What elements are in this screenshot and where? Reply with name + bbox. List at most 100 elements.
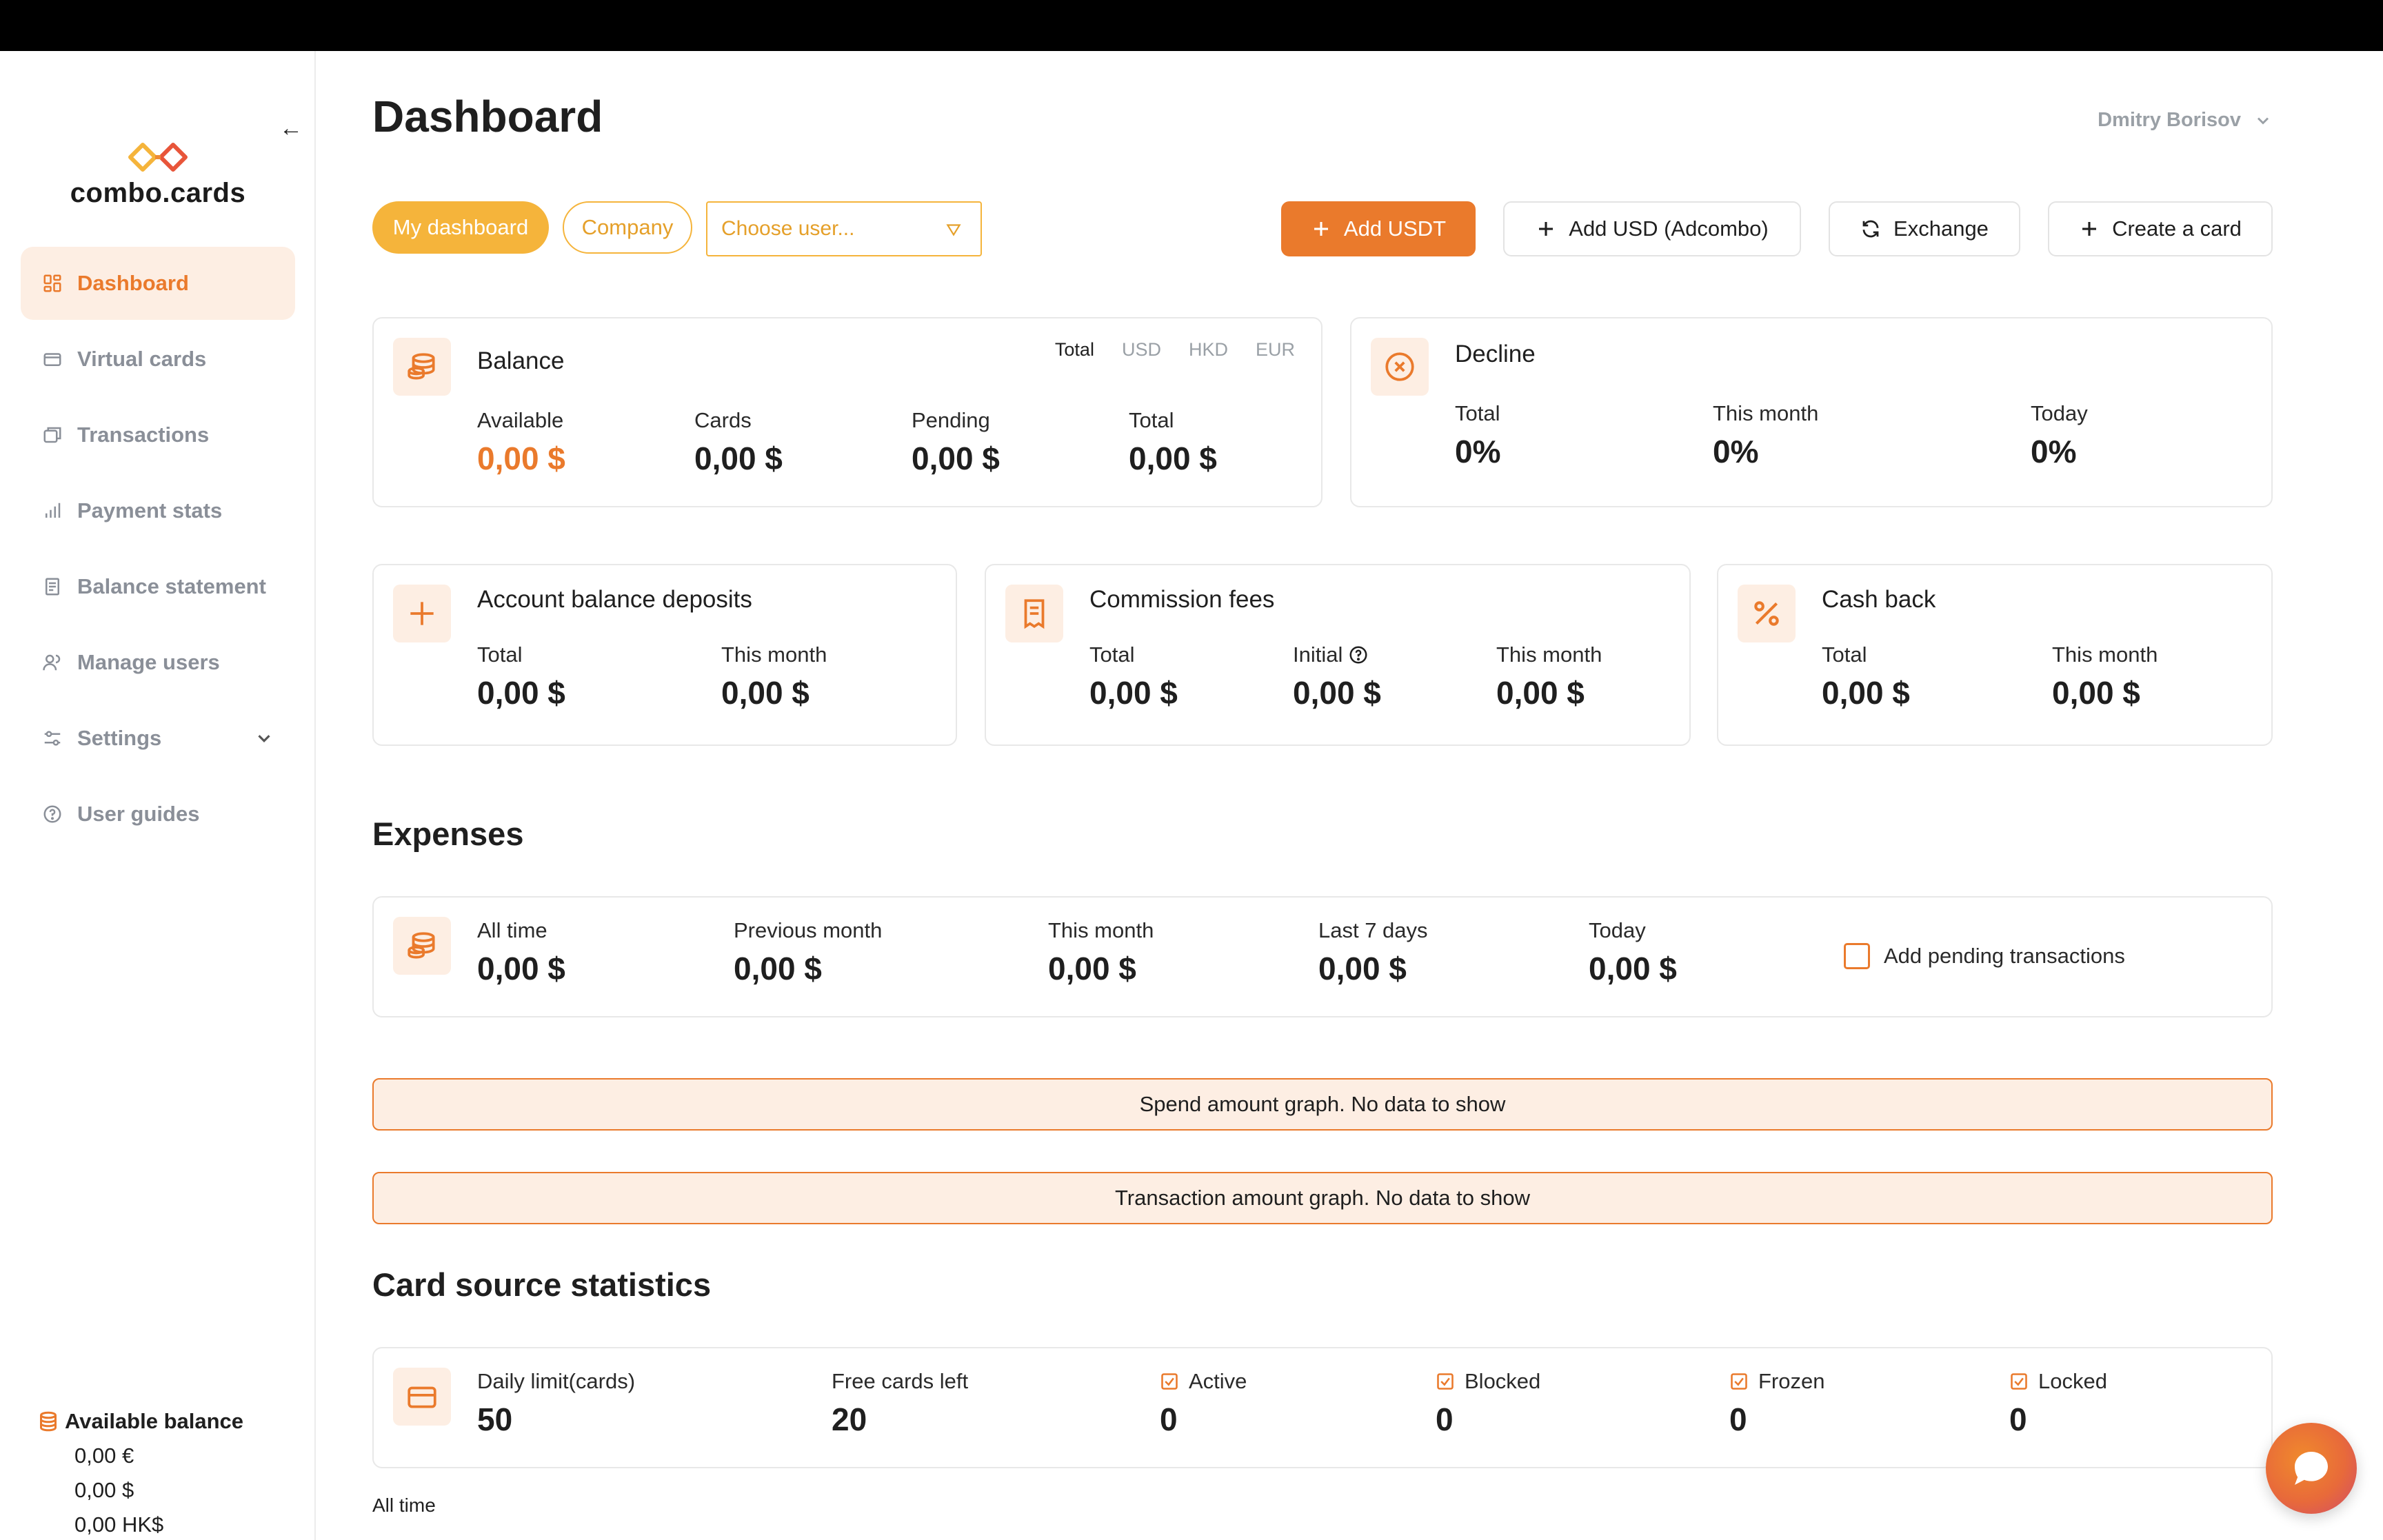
sidebar-item-label: Manage users <box>77 650 220 674</box>
my-dashboard-toggle[interactable]: My dashboard <box>372 201 549 254</box>
expenses-today: Today 0,00 $ <box>1589 918 1677 986</box>
sidebar-item-transactions[interactable]: Transactions <box>21 398 295 472</box>
tab-hkd[interactable]: HKD <box>1188 339 1228 360</box>
create-card-button[interactable]: Create a card <box>2048 201 2273 256</box>
dropdown-triangle-icon <box>946 224 961 236</box>
spend-graph-empty: Spend amount graph. No data to show <box>372 1078 2273 1131</box>
balance-total: Total 0,00 $ <box>1129 408 1217 476</box>
cashback-total: Total 0,00 $ <box>1822 642 1910 711</box>
chevron-down-icon <box>258 735 270 742</box>
blocked-cards: Blocked 0 <box>1436 1369 1541 1437</box>
decline-this-month: This month 0% <box>1713 401 1819 469</box>
refresh-icon <box>1862 220 1879 238</box>
sidebar-item-label: Payment stats <box>77 498 223 523</box>
top-black-bar <box>0 0 2383 51</box>
free-cards-left: Free cards left 20 <box>832 1369 969 1437</box>
plus-icon <box>393 585 451 642</box>
choose-user-placeholder: Choose user... <box>721 217 855 240</box>
sidebar: ← combo.cards Dashboard Virtual cards Tr <box>0 51 316 1540</box>
chat-bubble-icon <box>2295 1452 2328 1485</box>
card-source-card: Daily limit(cards) 50 Free cards left 20… <box>372 1347 2273 1468</box>
balance-card: Balance Total USD HKD EUR Available 0,00… <box>372 317 1323 507</box>
sidebar-item-user-guides[interactable]: User guides <box>21 778 295 851</box>
sidebar-item-virtual-cards[interactable]: Virtual cards <box>21 323 295 396</box>
card-icon <box>41 348 63 370</box>
deposits-total: Total 0,00 $ <box>477 642 565 711</box>
settings-icon <box>41 727 63 749</box>
statement-icon <box>41 576 63 598</box>
commission-this-month: This month 0,00 $ <box>1496 642 1602 711</box>
active-cards: Active 0 <box>1160 1369 1247 1437</box>
checkbox-checked-icon[interactable] <box>2009 1372 2029 1391</box>
decline-today: Today 0% <box>2031 401 2088 469</box>
tab-usd[interactable]: USD <box>1121 339 1161 360</box>
arrow-left-icon: ← <box>279 115 303 141</box>
question-circle-icon[interactable] <box>1348 645 1369 665</box>
tab-eur[interactable]: EUR <box>1255 339 1295 360</box>
add-usdt-button[interactable]: Add USDT <box>1281 201 1476 256</box>
coins-icon <box>40 1411 57 1432</box>
sidebar-item-label: Balance statement <box>77 574 266 598</box>
card-source-heading: Card source statistics <box>372 1266 712 1303</box>
cashback-this-month: This month 0,00 $ <box>2052 642 2158 711</box>
exchange-button[interactable]: Exchange <box>1829 201 2020 256</box>
coins-icon <box>393 917 451 975</box>
sidebar-item-label: Dashboard <box>77 271 189 295</box>
sidebar-item-dashboard[interactable]: Dashboard <box>21 247 295 320</box>
sidebar-item-settings[interactable]: Settings <box>21 702 295 775</box>
transaction-graph-empty: Transaction amount graph. No data to sho… <box>372 1172 2273 1224</box>
cashback-title: Cash back <box>1822 586 1936 613</box>
users-icon <box>41 651 63 673</box>
brand-logo[interactable]: combo.cards <box>0 138 316 209</box>
balance-title: Balance <box>477 347 565 374</box>
sidebar-item-label: Transactions <box>77 423 210 447</box>
chat-launcher-button[interactable] <box>2266 1423 2357 1514</box>
checkbox-checked-icon[interactable] <box>1436 1372 1455 1391</box>
plus-icon <box>1314 222 1328 236</box>
page-title: Dashboard <box>372 92 603 141</box>
add-pending-transactions-checkbox[interactable]: Add pending transactions <box>1844 943 2125 969</box>
balance-pending: Pending 0,00 $ <box>912 408 1000 476</box>
percent-icon <box>1738 585 1796 642</box>
plus-icon <box>2082 222 2097 236</box>
sidebar-item-label: Settings <box>77 726 162 750</box>
commission-total: Total 0,00 $ <box>1089 642 1178 711</box>
balance-available: Available 0,00 $ <box>477 408 565 476</box>
sidebar-item-balance-statement[interactable]: Balance statement <box>21 550 295 623</box>
expenses-card: All time 0,00 $ Previous month 0,00 $ Th… <box>372 896 2273 1017</box>
user-menu[interactable]: Dmitry Borisov <box>2098 109 2273 132</box>
add-usd-button[interactable]: Add USD (Adcombo) <box>1503 201 1801 256</box>
available-balance-title: Available balance <box>36 1409 243 1434</box>
brand-name: combo.cards <box>70 178 246 208</box>
decline-card: Decline Total 0% This month 0% Today 0% <box>1350 317 2273 507</box>
stats-icon <box>41 500 63 522</box>
credit-card-icon <box>393 1368 451 1426</box>
sidebar-item-payment-stats[interactable]: Payment stats <box>21 474 295 547</box>
expenses-previous-month: Previous month 0,00 $ <box>734 918 883 986</box>
card-source-footer: All time <box>372 1495 436 1516</box>
coins-icon <box>393 338 451 396</box>
checkbox-checked-icon[interactable] <box>1729 1372 1749 1391</box>
collapse-sidebar-button[interactable]: ← <box>276 113 306 143</box>
transactions-icon <box>41 424 63 446</box>
frozen-cards: Frozen 0 <box>1729 1369 1825 1437</box>
deposits-title: Account balance deposits <box>477 586 752 613</box>
available-balance-usd: 0,00 $ <box>74 1478 134 1502</box>
choose-user-select[interactable]: Choose user... <box>706 201 982 256</box>
tab-total[interactable]: Total <box>1054 339 1094 360</box>
decline-total: Total 0% <box>1455 401 1501 469</box>
deposits-this-month: This month 0,00 $ <box>721 642 827 711</box>
checkbox-checked-icon[interactable] <box>1160 1372 1179 1391</box>
commission-title: Commission fees <box>1089 586 1275 613</box>
expenses-last-7-days: Last 7 days 0,00 $ <box>1318 918 1428 986</box>
user-name: Dmitry Borisov <box>2098 109 2241 131</box>
currency-tabs: Total USD HKD EUR <box>1027 339 1295 361</box>
sidebar-item-label: User guides <box>77 802 200 826</box>
sidebar-item-label: Virtual cards <box>77 347 207 371</box>
balance-cards: Cards 0,00 $ <box>694 408 783 476</box>
checkbox-icon[interactable] <box>1844 943 1870 969</box>
locked-cards: Locked 0 <box>2009 1369 2107 1437</box>
sidebar-item-manage-users[interactable]: Manage users <box>21 626 295 699</box>
available-balance-eur: 0,00 € <box>74 1443 134 1468</box>
company-toggle[interactable]: Company <box>563 201 692 254</box>
